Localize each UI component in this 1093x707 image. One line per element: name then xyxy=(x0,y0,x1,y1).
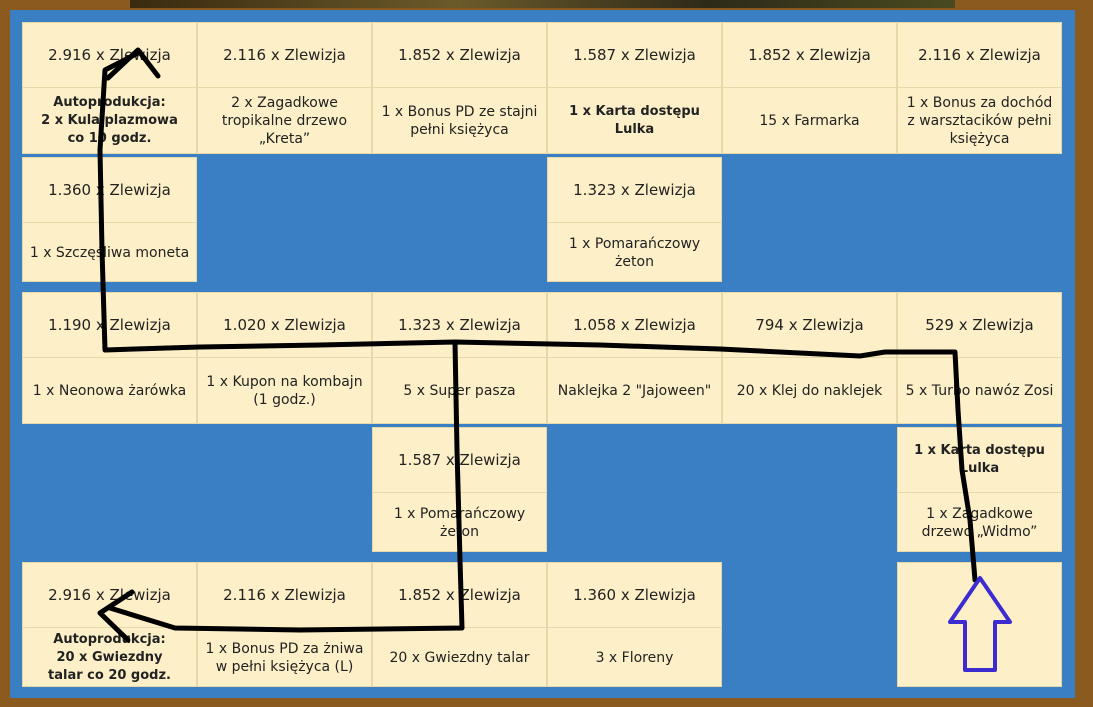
board-tile-r1-c6[interactable]: 2.116 x Zlewizja 1 x Bonus za dochód z w… xyxy=(897,22,1062,154)
tile-cost: 1.323 x Zlewizja xyxy=(547,157,722,223)
tile-cost: 1.020 x Zlewizja xyxy=(197,292,372,358)
tile-reward: 1 x Zagadkowe drzewo „Widmo” xyxy=(921,505,1038,540)
tile-cost: 2.116 x Zlewizja xyxy=(197,22,372,88)
tile-cost: 2.116 x Zlewizja xyxy=(897,22,1062,88)
tile-cost: 2.916 x Zlewizja xyxy=(22,22,197,88)
tile-reward: Naklejka 2 "Jajoween" xyxy=(557,383,712,399)
tile-cost: 1.190 x Zlewizja xyxy=(22,292,197,358)
board-tile-r2-c4[interactable]: 1.323 x Zlewizja 1 x Pomarańczowy żeton xyxy=(547,157,722,282)
header-banner-strip xyxy=(130,0,955,8)
tile-reward: 1 x Bonus PD ze stajni pełni księżyca xyxy=(381,104,538,138)
tile-reward: 5 x Super pasza xyxy=(403,383,516,399)
board-tile-r5-c1[interactable]: 2.916 x Zlewizja Autoprodukcja: 20 x Gwi… xyxy=(22,562,197,687)
tile-reward: 1 x Bonus za dochód z warsztacików pełni… xyxy=(906,95,1053,147)
tile-reward: 15 x Farmarka xyxy=(759,113,860,129)
tile-cost: 1.852 x Zlewizja xyxy=(372,562,547,628)
tile-cost: 1.852 x Zlewizja xyxy=(372,22,547,88)
board-tile-r3-c1[interactable]: 1.190 x Zlewizja 1 x Neonowa żarówka xyxy=(22,292,197,424)
board-tile-r1-c4[interactable]: 1.587 x Zlewizja 1 x Karta dostępu Lulka xyxy=(547,22,722,154)
tile-reward: 1 x Kupon na kombajn (1 godz.) xyxy=(206,374,363,408)
board-tile-r5-c4[interactable]: 1.360 x Zlewizja 3 x Floreny xyxy=(547,562,722,687)
tile-reward: 1 x Karta dostępu Lulka xyxy=(569,104,700,137)
tile-cost: 2.916 x Zlewizja xyxy=(22,562,197,628)
tile-reward: 20 x Klej do naklejek xyxy=(736,383,883,399)
board-tile-r3-c4[interactable]: 1.058 x Zlewizja Naklejka 2 "Jajoween" xyxy=(547,292,722,424)
tile-reward: 1 x Neonowa żarówka xyxy=(32,383,187,399)
board-tile-start[interactable] xyxy=(897,562,1062,687)
tile-cost: 529 x Zlewizja xyxy=(897,292,1062,358)
board-tile-r2-c1[interactable]: 1.360 x Zlewizja 1 x Szczęśliwa moneta xyxy=(22,157,197,282)
tile-cost: 1.360 x Zlewizja xyxy=(547,562,722,628)
tile-cost: 1.587 x Zlewizja xyxy=(372,427,547,493)
board-tile-r5-c2[interactable]: 2.116 x Zlewizja 1 x Bonus PD za żniwa w… xyxy=(197,562,372,687)
tile-cost: 2.116 x Zlewizja xyxy=(197,562,372,628)
tile-cost: 1.058 x Zlewizja xyxy=(547,292,722,358)
tile-reward: 1 x Pomarańczowy żeton xyxy=(393,505,526,540)
tile-reward: 3 x Floreny xyxy=(595,649,674,666)
board-tile-r3-c6[interactable]: 529 x Zlewizja 5 x Turbo nawóz Zosi xyxy=(897,292,1062,424)
board-tile-r4-c3[interactable]: 1.587 x Zlewizja 1 x Pomarańczowy żeton xyxy=(372,427,547,552)
tile-bonus-reward: 1 x Karta dostępu Lulka xyxy=(897,427,1062,493)
tile-reward: 1 x Bonus PD za żniwa w pełni księżyca (… xyxy=(205,640,364,675)
board-tile-r3-c3[interactable]: 1.323 x Zlewizja 5 x Super pasza xyxy=(372,292,547,424)
board-tile-r4-c6[interactable]: 1 x Karta dostępu Lulka 1 x Zagadkowe dr… xyxy=(897,427,1062,552)
board-tile-r1-c1[interactable]: 2.916 x Zlewizja Autoprodukcja: 2 x Kula… xyxy=(22,22,197,154)
board-tile-r1-c3[interactable]: 1.852 x Zlewizja 1 x Bonus PD ze stajni … xyxy=(372,22,547,154)
tile-cost: 1.852 x Zlewizja xyxy=(722,22,897,88)
board-tile-r1-c2[interactable]: 2.116 x Zlewizja 2 x Zagadkowe tropikaln… xyxy=(197,22,372,154)
tile-reward: Autoprodukcja: 2 x Kula plazmowa co 10 g… xyxy=(41,95,178,146)
board-tile-r5-c3[interactable]: 1.852 x Zlewizja 20 x Gwiezdny talar xyxy=(372,562,547,687)
tile-reward: 20 x Gwiezdny talar xyxy=(389,649,530,666)
board-tile-r1-c5[interactable]: 1.852 x Zlewizja 15 x Farmarka xyxy=(722,22,897,154)
tile-reward: 1 x Szczęśliwa moneta xyxy=(29,244,190,261)
tile-cost: 1.360 x Zlewizja xyxy=(22,157,197,223)
tile-reward: 1 x Pomarańczowy żeton xyxy=(568,235,701,270)
tile-cost: 1.587 x Zlewizja xyxy=(547,22,722,88)
tile-reward: Autoprodukcja: 20 x Gwiezdny talar co 20… xyxy=(48,631,171,683)
board-tile-r3-c5[interactable]: 794 x Zlewizja 20 x Klej do naklejek xyxy=(722,292,897,424)
tile-cost: 1.323 x Zlewizja xyxy=(372,292,547,358)
tile-cost: 794 x Zlewizja xyxy=(722,292,897,358)
board-tile-r3-c2[interactable]: 1.020 x Zlewizja 1 x Kupon na kombajn (1… xyxy=(197,292,372,424)
tile-reward: 5 x Turbo nawóz Zosi xyxy=(905,383,1054,399)
tile-reward: 2 x Zagadkowe tropikalne drzewo „Kreta” xyxy=(221,95,348,147)
